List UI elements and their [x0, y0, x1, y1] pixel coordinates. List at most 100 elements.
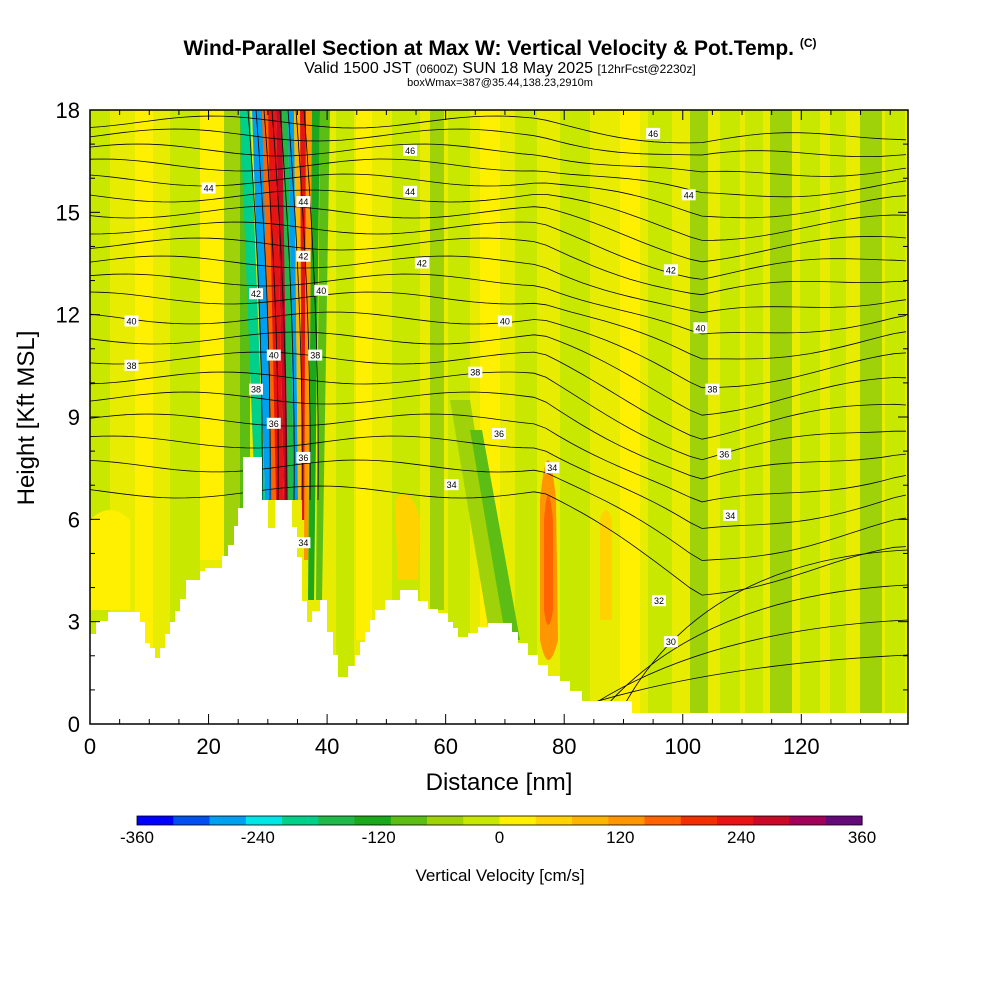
y-axis-label: Height [Kft MSL]: [13, 331, 40, 506]
contour-label-box: [314, 284, 329, 296]
contour-label-box: [444, 479, 459, 491]
forecast-info: [12hrFcst@2230z]: [597, 62, 696, 76]
colorbar-swatch: [245, 816, 283, 825]
contour-label-box: [296, 250, 311, 262]
contour-label-box: [403, 144, 418, 156]
theta-contour-low: [599, 584, 908, 714]
terrain: [90, 457, 908, 724]
colorbar-swatch: [680, 816, 718, 825]
velocity-feature: [395, 493, 420, 580]
contour-label-box: [201, 182, 216, 194]
velocity-band: [200, 110, 224, 560]
x-tick-label: 60: [433, 734, 457, 759]
contour-label-box: [414, 257, 429, 269]
velocity-band: [336, 110, 354, 724]
contour-label: 44: [204, 184, 214, 194]
contour-label: 40: [269, 351, 279, 361]
colorbar-swatch: [427, 816, 464, 825]
contour-label: 40: [126, 317, 136, 327]
colorbar-swatch: [644, 816, 682, 825]
velocity-band: [860, 110, 882, 724]
contour-label-box: [124, 315, 139, 327]
colorbar-frame: [136, 815, 863, 826]
velocity-feature: [90, 510, 130, 610]
contour-label: 34: [298, 538, 308, 548]
contour-label-box: [266, 349, 281, 361]
theta-contour: [90, 371, 906, 461]
contour-label-box: [468, 366, 483, 378]
x-tick-label: 0: [84, 734, 96, 759]
contour-label: 36: [494, 429, 504, 439]
theta-contour: [90, 331, 907, 416]
theta-contour-steep: [287, 110, 303, 501]
contour-label-box: [249, 288, 263, 300]
theta-contour-steep: [303, 110, 319, 501]
colorbar-swatch: [209, 816, 247, 825]
theta-contour: [90, 173, 907, 219]
contour-label: 32: [654, 596, 664, 606]
contour-label: 34: [725, 511, 735, 521]
y-tick-label: 3: [68, 610, 80, 635]
x-tick-label: 80: [552, 734, 576, 759]
contour-label-box: [717, 448, 732, 460]
theta-contour-steep: [255, 110, 271, 501]
theta-contour: [90, 255, 907, 314]
velocity-band: [356, 110, 372, 640]
contour-label-box: [663, 264, 678, 276]
theta-contour: [90, 413, 907, 503]
contour-label: 40: [316, 286, 326, 296]
contour-label: 36: [269, 419, 279, 429]
colorbar-swatch: [717, 816, 754, 825]
colorbar-tick-label: 120: [606, 828, 634, 847]
theta-contour: [90, 189, 907, 241]
contour-label: 36: [719, 450, 729, 460]
velocity-band: [648, 110, 672, 724]
velocity-feature: [268, 110, 284, 500]
theta-contour-steep: [279, 110, 295, 501]
velocity-band: [800, 110, 820, 724]
velocity-feature: [470, 430, 520, 640]
velocity-band: [560, 110, 590, 724]
theta-contour-low: [619, 549, 908, 714]
contour-label: 42: [251, 289, 261, 299]
theta-contour: [90, 158, 907, 198]
theta-contour: [90, 485, 907, 596]
x-tick-label: 100: [664, 734, 701, 759]
copyright-mark: (C): [799, 36, 817, 50]
contour-label-box: [124, 359, 139, 371]
theta-contour: [90, 391, 907, 480]
y-tick-label: 15: [56, 200, 80, 225]
contour-label-box: [497, 315, 512, 327]
contour-label: 30: [666, 637, 676, 647]
colorbar-swatch: [354, 816, 392, 825]
colorbar-swatch: [499, 816, 537, 825]
theta-contour: [90, 459, 907, 561]
y-tick-label: 18: [56, 98, 80, 123]
contour-label: 38: [707, 385, 717, 395]
contour-label-box: [266, 417, 281, 429]
colorbar-swatch: [572, 816, 609, 825]
x-tick-label: 40: [315, 734, 339, 759]
contour-label: 34: [547, 463, 557, 473]
contour-label-box: [663, 636, 678, 648]
velocity-band: [885, 110, 905, 724]
contour-label: 42: [666, 265, 676, 275]
contour-label: 42: [417, 259, 427, 269]
contour-label: 40: [695, 323, 705, 333]
contour-label: 38: [310, 351, 320, 361]
theta-contour: [90, 273, 907, 335]
theta-contour-steep: [271, 110, 287, 501]
velocity-band: [745, 110, 763, 724]
contour-label-box: [296, 451, 311, 463]
velocity-feature: [316, 110, 330, 600]
theta-contour-steep: [295, 110, 311, 501]
velocity-feature: [600, 510, 612, 620]
y-tick-label: 9: [68, 405, 80, 430]
colorbar-swatch: [825, 816, 863, 825]
contour-label: 44: [684, 190, 694, 200]
theta-contour: [90, 128, 907, 158]
velocity-band: [720, 110, 740, 724]
y-tick-label: 12: [56, 303, 80, 328]
colorbar-tick-label: 0: [495, 828, 504, 847]
velocity-feature: [450, 400, 510, 650]
